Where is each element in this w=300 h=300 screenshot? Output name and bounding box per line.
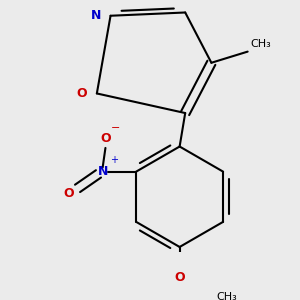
Text: O: O bbox=[76, 87, 87, 100]
Text: −: − bbox=[110, 123, 120, 134]
Text: O: O bbox=[64, 188, 74, 200]
Text: O: O bbox=[174, 271, 185, 284]
Text: CH₃: CH₃ bbox=[250, 39, 271, 49]
Text: +: + bbox=[110, 155, 118, 166]
Text: O: O bbox=[100, 132, 111, 145]
Text: N: N bbox=[90, 9, 101, 22]
Text: N: N bbox=[98, 165, 108, 178]
Text: CH₃: CH₃ bbox=[216, 292, 237, 300]
